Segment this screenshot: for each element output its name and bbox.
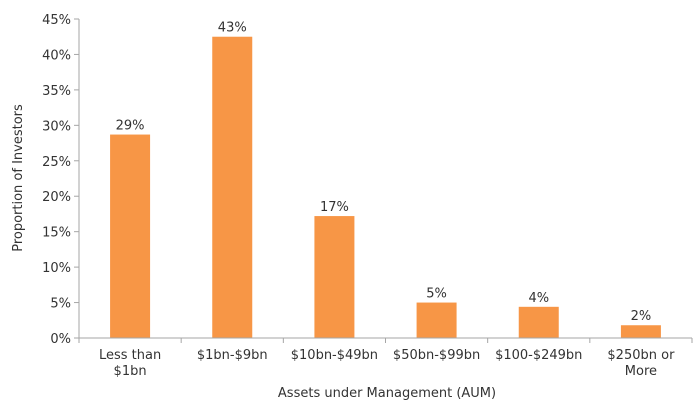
data-label: 29% [116, 119, 145, 134]
y-tick-label: 20% [42, 190, 71, 205]
x-axis: Less than$1bn $1bn-$9bn $10bn-$49bn $50bn-$… [78, 337, 693, 379]
x-tick-label: More [625, 364, 657, 379]
y-tick-label: 40% [42, 48, 71, 63]
bar [518, 306, 559, 338]
y-tick-label: 15% [42, 226, 71, 241]
data-label: 43% [218, 21, 247, 36]
bar [314, 216, 355, 338]
bars: 29% 43% 17% 5% 4% 2% [110, 21, 661, 338]
x-tick-label: $50bn-$99bn [393, 348, 480, 363]
x-tick-label: $1bn-$9bn [197, 348, 268, 363]
data-label: 17% [320, 200, 349, 215]
x-tick-label: $100-$249bn [495, 348, 582, 363]
x-tick-label: $250bn or [607, 348, 675, 363]
y-tick-label: 45% [42, 13, 71, 28]
y-tick-label: 10% [42, 261, 71, 276]
bar [110, 134, 151, 338]
data-label: 2% [631, 309, 652, 324]
y-tick-label: 5% [50, 297, 71, 312]
y-tick-label: 30% [42, 119, 71, 134]
y-tick-label: 0% [50, 332, 71, 347]
y-axis: 0% 5% 10% 15% 20% 25% 30% 35% 40% 45% [42, 13, 80, 347]
y-axis-title: Proportion of Investors [11, 104, 26, 252]
x-tick-label: Less than [99, 348, 161, 363]
data-label: 5% [426, 287, 447, 302]
x-tick-label: $10bn-$49bn [291, 348, 378, 363]
y-tick-label: 25% [42, 155, 71, 170]
data-label: 4% [528, 291, 549, 306]
x-tick-label: $1bn [114, 364, 147, 379]
y-tick-label: 35% [42, 84, 71, 99]
bar [212, 36, 253, 338]
bar [416, 302, 457, 338]
x-axis-title: Assets under Management (AUM) [278, 386, 496, 401]
bar [620, 325, 661, 338]
